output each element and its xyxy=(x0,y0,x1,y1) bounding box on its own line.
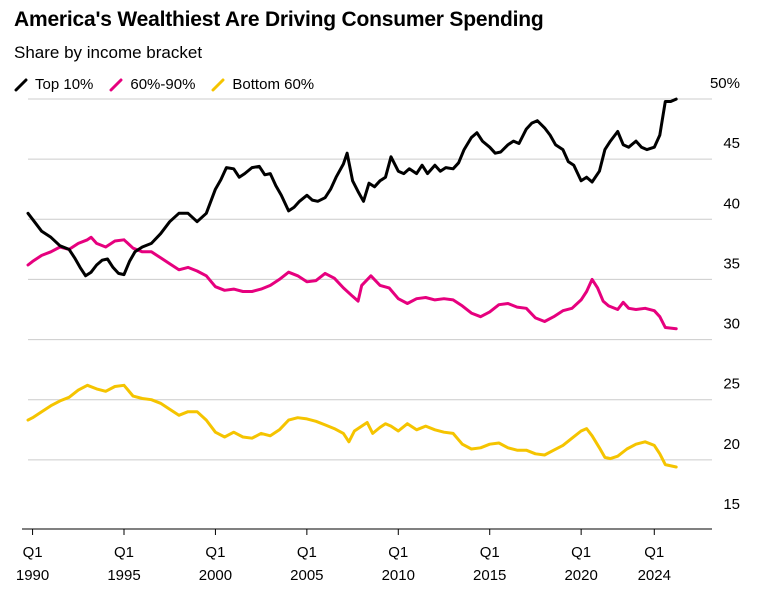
x-axis xyxy=(22,528,712,535)
x-tick-label-quarter: Q1 xyxy=(644,544,664,561)
x-tick-label-quarter: Q1 xyxy=(571,544,591,561)
x-tick-label-year: 2015 xyxy=(473,567,506,584)
y-tick-label: 20 xyxy=(723,436,740,453)
y-tick-label: 30 xyxy=(723,316,740,333)
legend-line-icon xyxy=(14,78,28,91)
x-tick-label-year: 1990 xyxy=(16,567,49,584)
x-tick-label-year: 2020 xyxy=(564,567,597,584)
legend-label: Top 10% xyxy=(35,76,94,93)
legend-label: 60%-90% xyxy=(130,76,196,93)
y-tick-label: 50% xyxy=(710,75,740,92)
chart-subtitle: Share by income bracket xyxy=(14,43,203,62)
chart-title: America's Wealthiest Are Driving Consume… xyxy=(14,8,544,31)
y-tick-label: 35 xyxy=(723,255,740,272)
series-line-60-90- xyxy=(26,235,678,331)
x-tick-label-year: 2024 xyxy=(638,567,671,584)
x-tick-label-year: 1995 xyxy=(107,567,140,584)
y-axis-labels: 15 20 25 30 35 40 45 50% xyxy=(710,75,740,513)
legend-item-bottom-60: Bottom 60% xyxy=(211,76,314,93)
x-tick-label-year: 2000 xyxy=(199,567,232,584)
legend-item-60-90: 60%-90% xyxy=(109,76,195,93)
y-tick-label: 45 xyxy=(723,135,740,152)
x-tick-label-year: 2005 xyxy=(290,567,323,584)
gridlines xyxy=(28,98,712,461)
x-tick-label-quarter: Q1 xyxy=(480,544,500,561)
legend-line-icon xyxy=(211,78,225,91)
series-line-bottom-60- xyxy=(26,383,678,469)
y-tick-label: 40 xyxy=(723,195,740,212)
x-tick-label-year: 2010 xyxy=(382,567,415,584)
series-line-top-10- xyxy=(26,97,678,278)
x-tick-label-quarter: Q1 xyxy=(388,544,408,561)
legend: Top 10% 60%-90% Bottom 60% xyxy=(14,76,330,93)
series-layer xyxy=(26,97,678,469)
x-tick-label-quarter: Q1 xyxy=(114,544,134,561)
y-tick-label: 15 xyxy=(723,496,740,513)
y-tick-label: 25 xyxy=(723,376,740,393)
x-axis-labels: Q1 1990 Q1 1995 Q1 2000 Q1 2005 Q1 2010 Q1 2015 Q1 20… xyxy=(16,544,671,584)
legend-line-icon xyxy=(109,78,123,91)
legend-label: Bottom 60% xyxy=(232,76,315,93)
x-tick-label-quarter: Q1 xyxy=(205,544,225,561)
legend-item-top-10: Top 10% xyxy=(14,76,93,93)
x-tick-label-quarter: Q1 xyxy=(297,544,317,561)
x-tick-label-quarter: Q1 xyxy=(23,544,43,561)
